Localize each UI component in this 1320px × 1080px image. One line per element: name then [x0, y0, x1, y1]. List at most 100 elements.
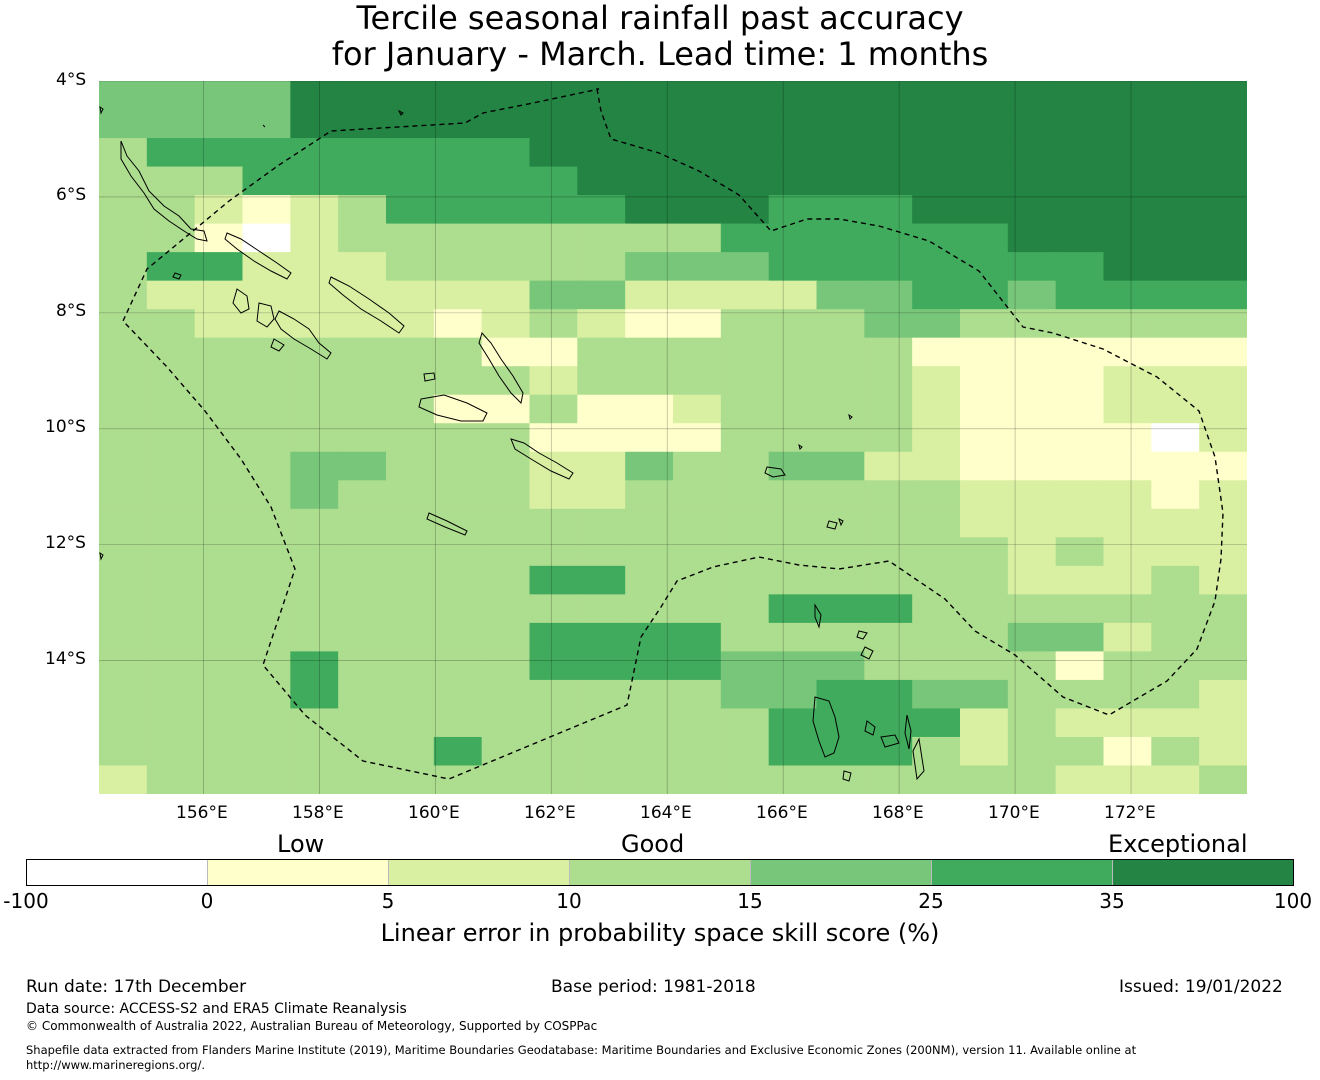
map-cell — [577, 736, 626, 767]
map-cell — [1103, 81, 1152, 111]
map-cell — [146, 81, 196, 111]
map-cell — [433, 651, 483, 681]
map-cell — [864, 138, 913, 168]
map-cell — [577, 109, 626, 139]
base-period: Base period: 1981-2018 — [551, 977, 756, 997]
map-cell — [1055, 508, 1105, 538]
map-cell — [194, 394, 244, 424]
map-cell — [960, 109, 1009, 139]
map-cell — [1055, 138, 1105, 168]
map-cell — [433, 508, 483, 538]
map-cell — [290, 280, 339, 310]
map-cell — [1103, 622, 1152, 652]
map-cell — [768, 394, 818, 424]
map-cell — [720, 309, 770, 339]
map-cell — [1055, 736, 1105, 767]
colorbar-tick: -100 — [3, 889, 49, 913]
map-cell — [768, 280, 818, 310]
map-cell — [481, 736, 531, 767]
map-cell — [338, 651, 387, 681]
map-cell — [386, 537, 435, 567]
map-cell — [720, 651, 770, 681]
map-cell — [1199, 594, 1247, 624]
map-cell — [1103, 736, 1152, 767]
map-cell — [1199, 423, 1247, 453]
map-cell — [960, 252, 1009, 282]
map-cell — [960, 537, 1009, 567]
map-cell — [1055, 109, 1105, 139]
map-cell — [194, 708, 244, 738]
map-cell — [768, 594, 818, 624]
map-cell — [720, 366, 770, 396]
map-cell — [99, 679, 148, 710]
map-cell — [481, 537, 531, 567]
map-cell — [816, 195, 865, 225]
map-cell — [433, 708, 483, 738]
map-cell — [194, 195, 244, 225]
coastline-vanikoro — [838, 518, 844, 527]
map-cell — [673, 480, 722, 510]
map-cell — [146, 622, 196, 652]
lat-label-10s: 10°S — [45, 417, 86, 437]
map-cell — [386, 394, 435, 424]
map-cell — [577, 166, 626, 196]
map-cell — [960, 736, 1009, 767]
map-cell — [673, 508, 722, 538]
map-cell — [768, 166, 818, 196]
lon-label-164e: 164°E — [640, 803, 692, 823]
map-cell — [768, 252, 818, 282]
map-cell — [720, 708, 770, 738]
map-cell — [673, 736, 722, 767]
map-cell — [1199, 252, 1247, 282]
map-cell — [577, 508, 626, 538]
map-cell — [529, 195, 578, 225]
map-cell — [242, 594, 291, 624]
lon-label-160e: 160°E — [408, 803, 460, 823]
map-cell — [386, 480, 435, 510]
map-cell — [194, 337, 244, 367]
map-cell — [386, 622, 435, 652]
map-cell — [864, 565, 913, 595]
map-cell — [481, 138, 531, 168]
coastline-malaita — [478, 332, 524, 405]
map-cell — [577, 337, 626, 367]
coastline-malo — [842, 770, 852, 782]
map-title-line-2: for January - March. Lead time: 1 months — [331, 35, 989, 73]
map-cell — [577, 594, 626, 624]
map-cell — [816, 366, 865, 396]
map-cell — [768, 765, 818, 794]
map-cell — [338, 594, 387, 624]
map-title-line-1: Tercile seasonal rainfall past accuracy — [356, 0, 964, 37]
map-cell — [242, 537, 291, 567]
map-cell — [625, 622, 674, 652]
map-cell — [529, 394, 578, 424]
map-cell — [242, 736, 291, 767]
map-cell — [1151, 508, 1200, 538]
map-cell — [1007, 138, 1057, 168]
map-cell — [577, 366, 626, 396]
map-cell — [386, 594, 435, 624]
map-cell — [338, 138, 387, 168]
map-cell — [1199, 736, 1247, 767]
coastline-santo — [812, 696, 840, 758]
map-cell — [912, 708, 961, 738]
map-cell — [864, 166, 913, 196]
map-cell — [625, 708, 674, 738]
map-cell — [864, 622, 913, 652]
map-cell — [290, 223, 339, 253]
map-cell — [194, 537, 244, 567]
issued-date: Issued: 19/01/2022 — [1119, 977, 1283, 997]
map-cell — [1151, 480, 1200, 510]
map-cell — [1103, 109, 1152, 139]
map-cell — [433, 594, 483, 624]
map-cell — [481, 252, 531, 282]
colorbar-segment — [27, 860, 207, 885]
map-cell — [864, 508, 913, 538]
map-cell — [864, 81, 913, 111]
map-cell — [386, 309, 435, 339]
map-cell — [1103, 195, 1152, 225]
map-cell — [720, 223, 770, 253]
map-cell — [577, 565, 626, 595]
shapefile-credit-line-1: Shapefile data extracted from Flanders M… — [26, 1043, 1137, 1057]
map-cell — [1103, 252, 1152, 282]
